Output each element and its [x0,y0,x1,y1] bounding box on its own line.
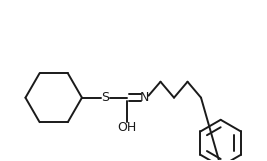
Text: N: N [140,91,149,104]
Text: OH: OH [118,121,137,134]
Text: S: S [101,91,109,104]
